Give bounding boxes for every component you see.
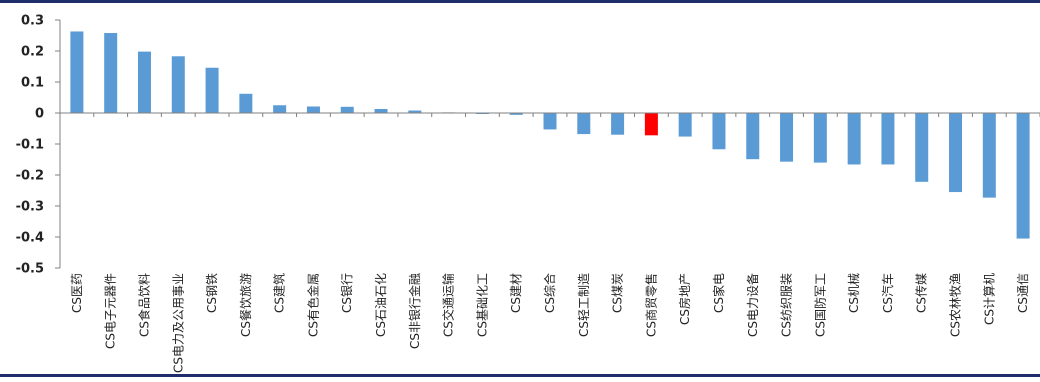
category-label: CS非银行金融: [407, 273, 422, 349]
category-label: CS通信: [1016, 273, 1030, 313]
bar: [306, 106, 320, 113]
bar: [712, 113, 726, 150]
bar: [104, 33, 118, 113]
category-label: CS商贸零售: [643, 273, 658, 337]
bar: [374, 108, 388, 113]
bar: [644, 113, 658, 136]
category-label: CS餐饮旅游: [238, 273, 253, 337]
category-label: CS房地产: [677, 273, 692, 325]
category-label: CS汽车: [880, 273, 895, 313]
bar: [847, 113, 861, 165]
category-label: CS基础化工: [475, 273, 489, 337]
bar: [1016, 113, 1030, 239]
category-label: CS煤炭: [611, 273, 625, 313]
category-label: CS电子元器件: [104, 273, 118, 349]
bar: [205, 67, 219, 113]
category-label: CS石油石化: [374, 273, 388, 337]
category-label: CS电力及公用事业: [171, 273, 185, 373]
bar: [678, 113, 692, 137]
category-label: CS家电: [711, 273, 726, 313]
bar: [780, 113, 794, 162]
bar: [949, 113, 963, 193]
category-label: CS综合: [542, 273, 557, 313]
bar: [509, 113, 523, 115]
bar: [746, 113, 760, 160]
bar: [982, 113, 996, 198]
bars: [70, 31, 1030, 239]
bar: [70, 31, 84, 113]
category-label: CS有色金属: [305, 273, 320, 337]
bar: [577, 113, 591, 135]
category-label: CS建材: [509, 273, 523, 313]
category-label: CS轻工制造: [577, 273, 591, 337]
bottom-border: [0, 374, 1040, 377]
bar: [543, 113, 557, 130]
bar: [813, 113, 827, 163]
bar: [171, 56, 185, 113]
y-tick-label: 0: [35, 107, 44, 122]
category-label: CS建筑: [272, 273, 287, 313]
bar: [340, 106, 354, 113]
category-label: CS食品饮料: [136, 273, 151, 337]
y-tick-label: 0.2: [21, 45, 44, 60]
category-label: CS电力设备: [746, 273, 760, 337]
bar: [137, 51, 151, 113]
category-label: CS纺织服装: [780, 273, 794, 337]
bar: [611, 113, 625, 135]
y-tick-label: -0.1: [16, 138, 44, 153]
y-tick-label: -0.2: [16, 169, 44, 184]
y-tick-label: -0.5: [16, 262, 44, 277]
bar: [239, 93, 253, 113]
y-tick-label: -0.4: [16, 231, 44, 246]
bar: [915, 113, 929, 182]
top-border: [0, 0, 1040, 3]
y-tick-label: -0.3: [16, 200, 44, 215]
x-axis-labels: CS医药 CS电子元器件 CS食品饮料 CS电力及公用事业 CS钢铁 CS餐饮旅游 CS建筑…: [70, 273, 1030, 373]
y-tick-label: 0.1: [21, 76, 44, 91]
bar: [273, 105, 287, 113]
category-label: CS医药: [70, 273, 84, 313]
category-label: CS农林牧渔: [949, 273, 963, 337]
category-label: CS国防军工: [812, 273, 827, 337]
bar: [881, 113, 895, 165]
bar: [408, 110, 422, 113]
category-label: CS计算机: [981, 273, 996, 325]
category-label: CS交通运输: [441, 273, 456, 337]
y-tick-label: 0.3: [21, 14, 44, 29]
category-label: CS银行: [340, 273, 354, 313]
category-label: CS传媒: [914, 273, 929, 313]
category-label: CS机械: [846, 273, 861, 313]
category-label: CS钢铁: [205, 273, 219, 313]
y-axis: 0.3 0.2 0.1 0 -0.1 -0.2 -0.3 -0.4 -0.5: [16, 14, 61, 277]
x-axis: [59, 112, 1040, 117]
